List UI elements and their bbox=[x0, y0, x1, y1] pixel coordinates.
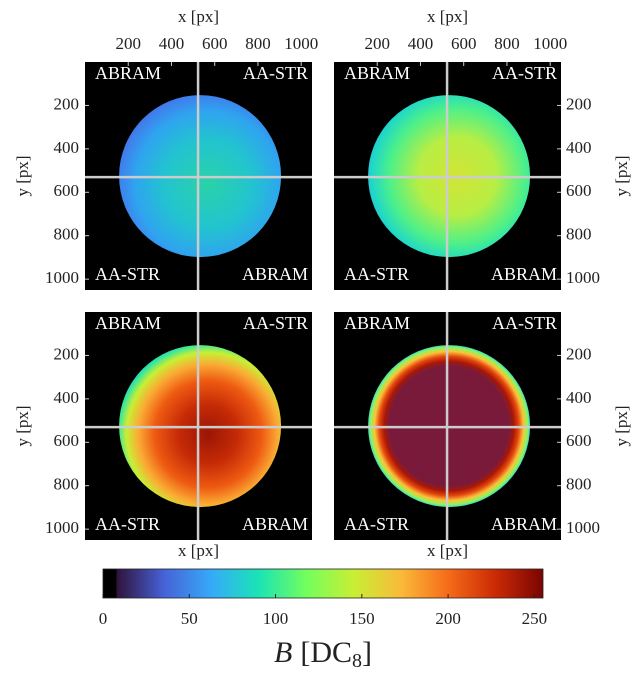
colorbar bbox=[103, 569, 543, 598]
quadrant-label: ABRAM bbox=[491, 514, 557, 534]
x-tick-label: 1000 bbox=[533, 34, 567, 53]
y-tick-label: 1000 bbox=[566, 268, 600, 287]
figure: ABRAMAA-STRAA-STRABRAM2004006008001000y … bbox=[0, 0, 631, 674]
y-tick-label: 800 bbox=[566, 475, 592, 494]
y-tick-label: 1000 bbox=[566, 518, 600, 537]
x-tick-label: 600 bbox=[451, 34, 477, 53]
quadrant-label: AA-STR bbox=[95, 514, 160, 534]
y-tick-label: 200 bbox=[566, 94, 592, 113]
y-axis-label: y [px] bbox=[612, 155, 631, 196]
label-unit: [DC bbox=[300, 636, 352, 669]
colorbar-tick-label: 250 bbox=[522, 609, 548, 628]
quadrant-label: AA-STR bbox=[344, 514, 409, 534]
quadrant-label: AA-STR bbox=[344, 264, 409, 284]
x-tick-label: 800 bbox=[245, 34, 271, 53]
quadrant-label: AA-STR bbox=[243, 313, 308, 333]
y-tick-label: 400 bbox=[54, 388, 80, 407]
y-tick-label: 600 bbox=[54, 431, 80, 450]
y-tick-label: 800 bbox=[566, 225, 592, 244]
quadrant-label: AA-STR bbox=[492, 63, 557, 83]
quadrant-label: AA-STR bbox=[492, 313, 557, 333]
x-axis-label: x [px] bbox=[427, 7, 468, 26]
x-tick-label: 1000 bbox=[284, 34, 318, 53]
label-close: ] bbox=[362, 636, 372, 669]
y-tick-label: 800 bbox=[54, 225, 80, 244]
x-axis-label: x [px] bbox=[178, 541, 219, 560]
page: {"chart_data": {"type": "image_grid", "p… bbox=[0, 0, 631, 674]
quadrant-label: ABRAM bbox=[344, 63, 410, 83]
x-tick-label: 400 bbox=[408, 34, 434, 53]
colorbar-tick-label: 50 bbox=[181, 609, 198, 628]
x-axis-label: x [px] bbox=[178, 7, 219, 26]
y-tick-label: 600 bbox=[566, 181, 592, 200]
y-tick-label: 600 bbox=[54, 181, 80, 200]
y-tick-label: 200 bbox=[54, 94, 80, 113]
x-tick-label: 200 bbox=[364, 34, 390, 53]
y-tick-label: 400 bbox=[54, 138, 80, 157]
y-tick-label: 200 bbox=[54, 344, 80, 363]
quadrant-label: ABRAM bbox=[344, 313, 410, 333]
y-tick-label: 200 bbox=[566, 344, 592, 363]
label-subscript: 8 bbox=[352, 650, 362, 672]
label-symbol: B bbox=[274, 636, 292, 669]
quadrant-label: AA-STR bbox=[95, 264, 160, 284]
colorbar-tick-label: 0 bbox=[99, 609, 108, 628]
y-axis-label: y [px] bbox=[612, 405, 631, 446]
x-tick-label: 600 bbox=[202, 34, 228, 53]
colorbar-tick-label: 100 bbox=[263, 609, 289, 628]
y-tick-label: 800 bbox=[54, 475, 80, 494]
x-tick-label: 800 bbox=[494, 34, 520, 53]
y-tick-label: 1000 bbox=[45, 268, 79, 287]
y-axis-label: y [px] bbox=[13, 155, 32, 196]
quadrant-label: ABRAM bbox=[95, 313, 161, 333]
colorbar-label: B[DC8] bbox=[274, 636, 372, 672]
x-tick-label: 400 bbox=[159, 34, 185, 53]
colorbar-tick-label: 200 bbox=[435, 609, 461, 628]
y-tick-label: 600 bbox=[566, 431, 592, 450]
quadrant-label: ABRAM bbox=[491, 264, 557, 284]
x-axis-label: x [px] bbox=[427, 541, 468, 560]
quadrant-label: ABRAM bbox=[95, 63, 161, 83]
quadrant-label: ABRAM bbox=[242, 264, 308, 284]
y-axis-label: y [px] bbox=[13, 405, 32, 446]
x-tick-label: 200 bbox=[115, 34, 141, 53]
colorbar-tick-label: 150 bbox=[349, 609, 375, 628]
y-tick-label: 400 bbox=[566, 388, 592, 407]
quadrant-label: AA-STR bbox=[243, 63, 308, 83]
y-tick-label: 400 bbox=[566, 138, 592, 157]
quadrant-label: ABRAM bbox=[242, 514, 308, 534]
y-tick-label: 1000 bbox=[45, 518, 79, 537]
